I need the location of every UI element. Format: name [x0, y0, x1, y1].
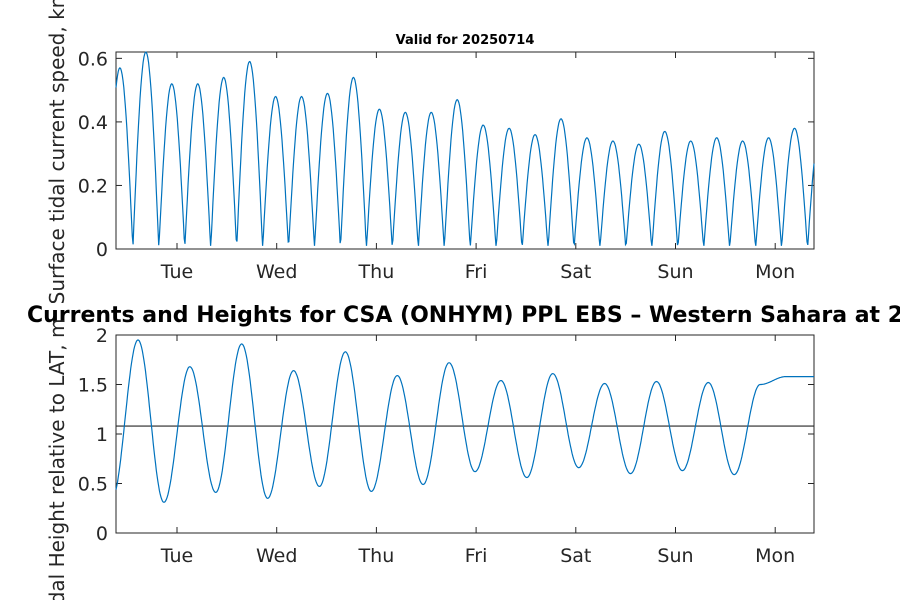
current-plot-frame — [115, 51, 815, 250]
height-y-tick-label: 2 — [96, 325, 108, 347]
current-y-tick-label: 0.6 — [78, 48, 108, 70]
current-y-axis-label: Surface tidal current speed, kn — [45, 0, 69, 304]
current-chart-title: Valid for 20250714 — [396, 33, 535, 48]
current-x-tick-label: Wed — [256, 261, 297, 283]
current-x-tick-label: Sun — [657, 261, 693, 283]
current-y-tick-label: 0.2 — [78, 175, 108, 197]
height-x-tick-label: Fri — [465, 545, 488, 567]
height-y-tick-label: 0 — [96, 523, 108, 545]
current-x-tick-label: Sat — [560, 261, 591, 283]
tidal-height-series — [115, 339, 814, 503]
current-x-tick-label: Tue — [160, 261, 193, 283]
figure-title: Currents and Heights for CSA (ONHYM) PPL… — [27, 303, 900, 328]
height-x-tick-label: Thu — [358, 545, 395, 567]
current-y-ticks: 0 0.2 0.4 0.6 — [78, 48, 814, 261]
height-y-tick-label: 1 — [96, 424, 108, 446]
height-x-tick-label: Sun — [657, 545, 693, 567]
height-x-tick-label: Sat — [560, 545, 591, 567]
current-speed-axes: Valid for 20250714 0 0.2 0.4 0.6 Tue Wed Thu F… — [45, 0, 815, 304]
height-y-tick-label: 0.5 — [78, 474, 108, 496]
height-x-tick-label: Tue — [160, 545, 193, 567]
height-x-tick-label: Wed — [256, 545, 297, 567]
current-x-ticks: Tue Wed Thu Fri Sat Sun Mon — [160, 52, 795, 283]
height-y-axis-label: Tidal Height relative to LAT, m — [45, 319, 69, 600]
tidal-height-axes: 0 0.5 1 1.5 2 Tue Wed Thu Fri Sat Sun Mon Tidal He… — [45, 319, 815, 600]
current-y-tick-label: 0 — [96, 239, 108, 261]
height-y-tick-label: 1.5 — [78, 375, 108, 397]
current-y-tick-label: 0.4 — [78, 112, 108, 134]
height-x-tick-label: Mon — [755, 545, 795, 567]
current-x-tick-label: Mon — [755, 261, 795, 283]
height-y-ticks: 0 0.5 1 1.5 2 — [78, 325, 814, 545]
current-x-tick-label: Thu — [358, 261, 395, 283]
current-speed-series — [115, 51, 815, 247]
height-x-ticks: Tue Wed Thu Fri Sat Sun Mon — [160, 335, 795, 567]
current-x-tick-label: Fri — [465, 261, 488, 283]
